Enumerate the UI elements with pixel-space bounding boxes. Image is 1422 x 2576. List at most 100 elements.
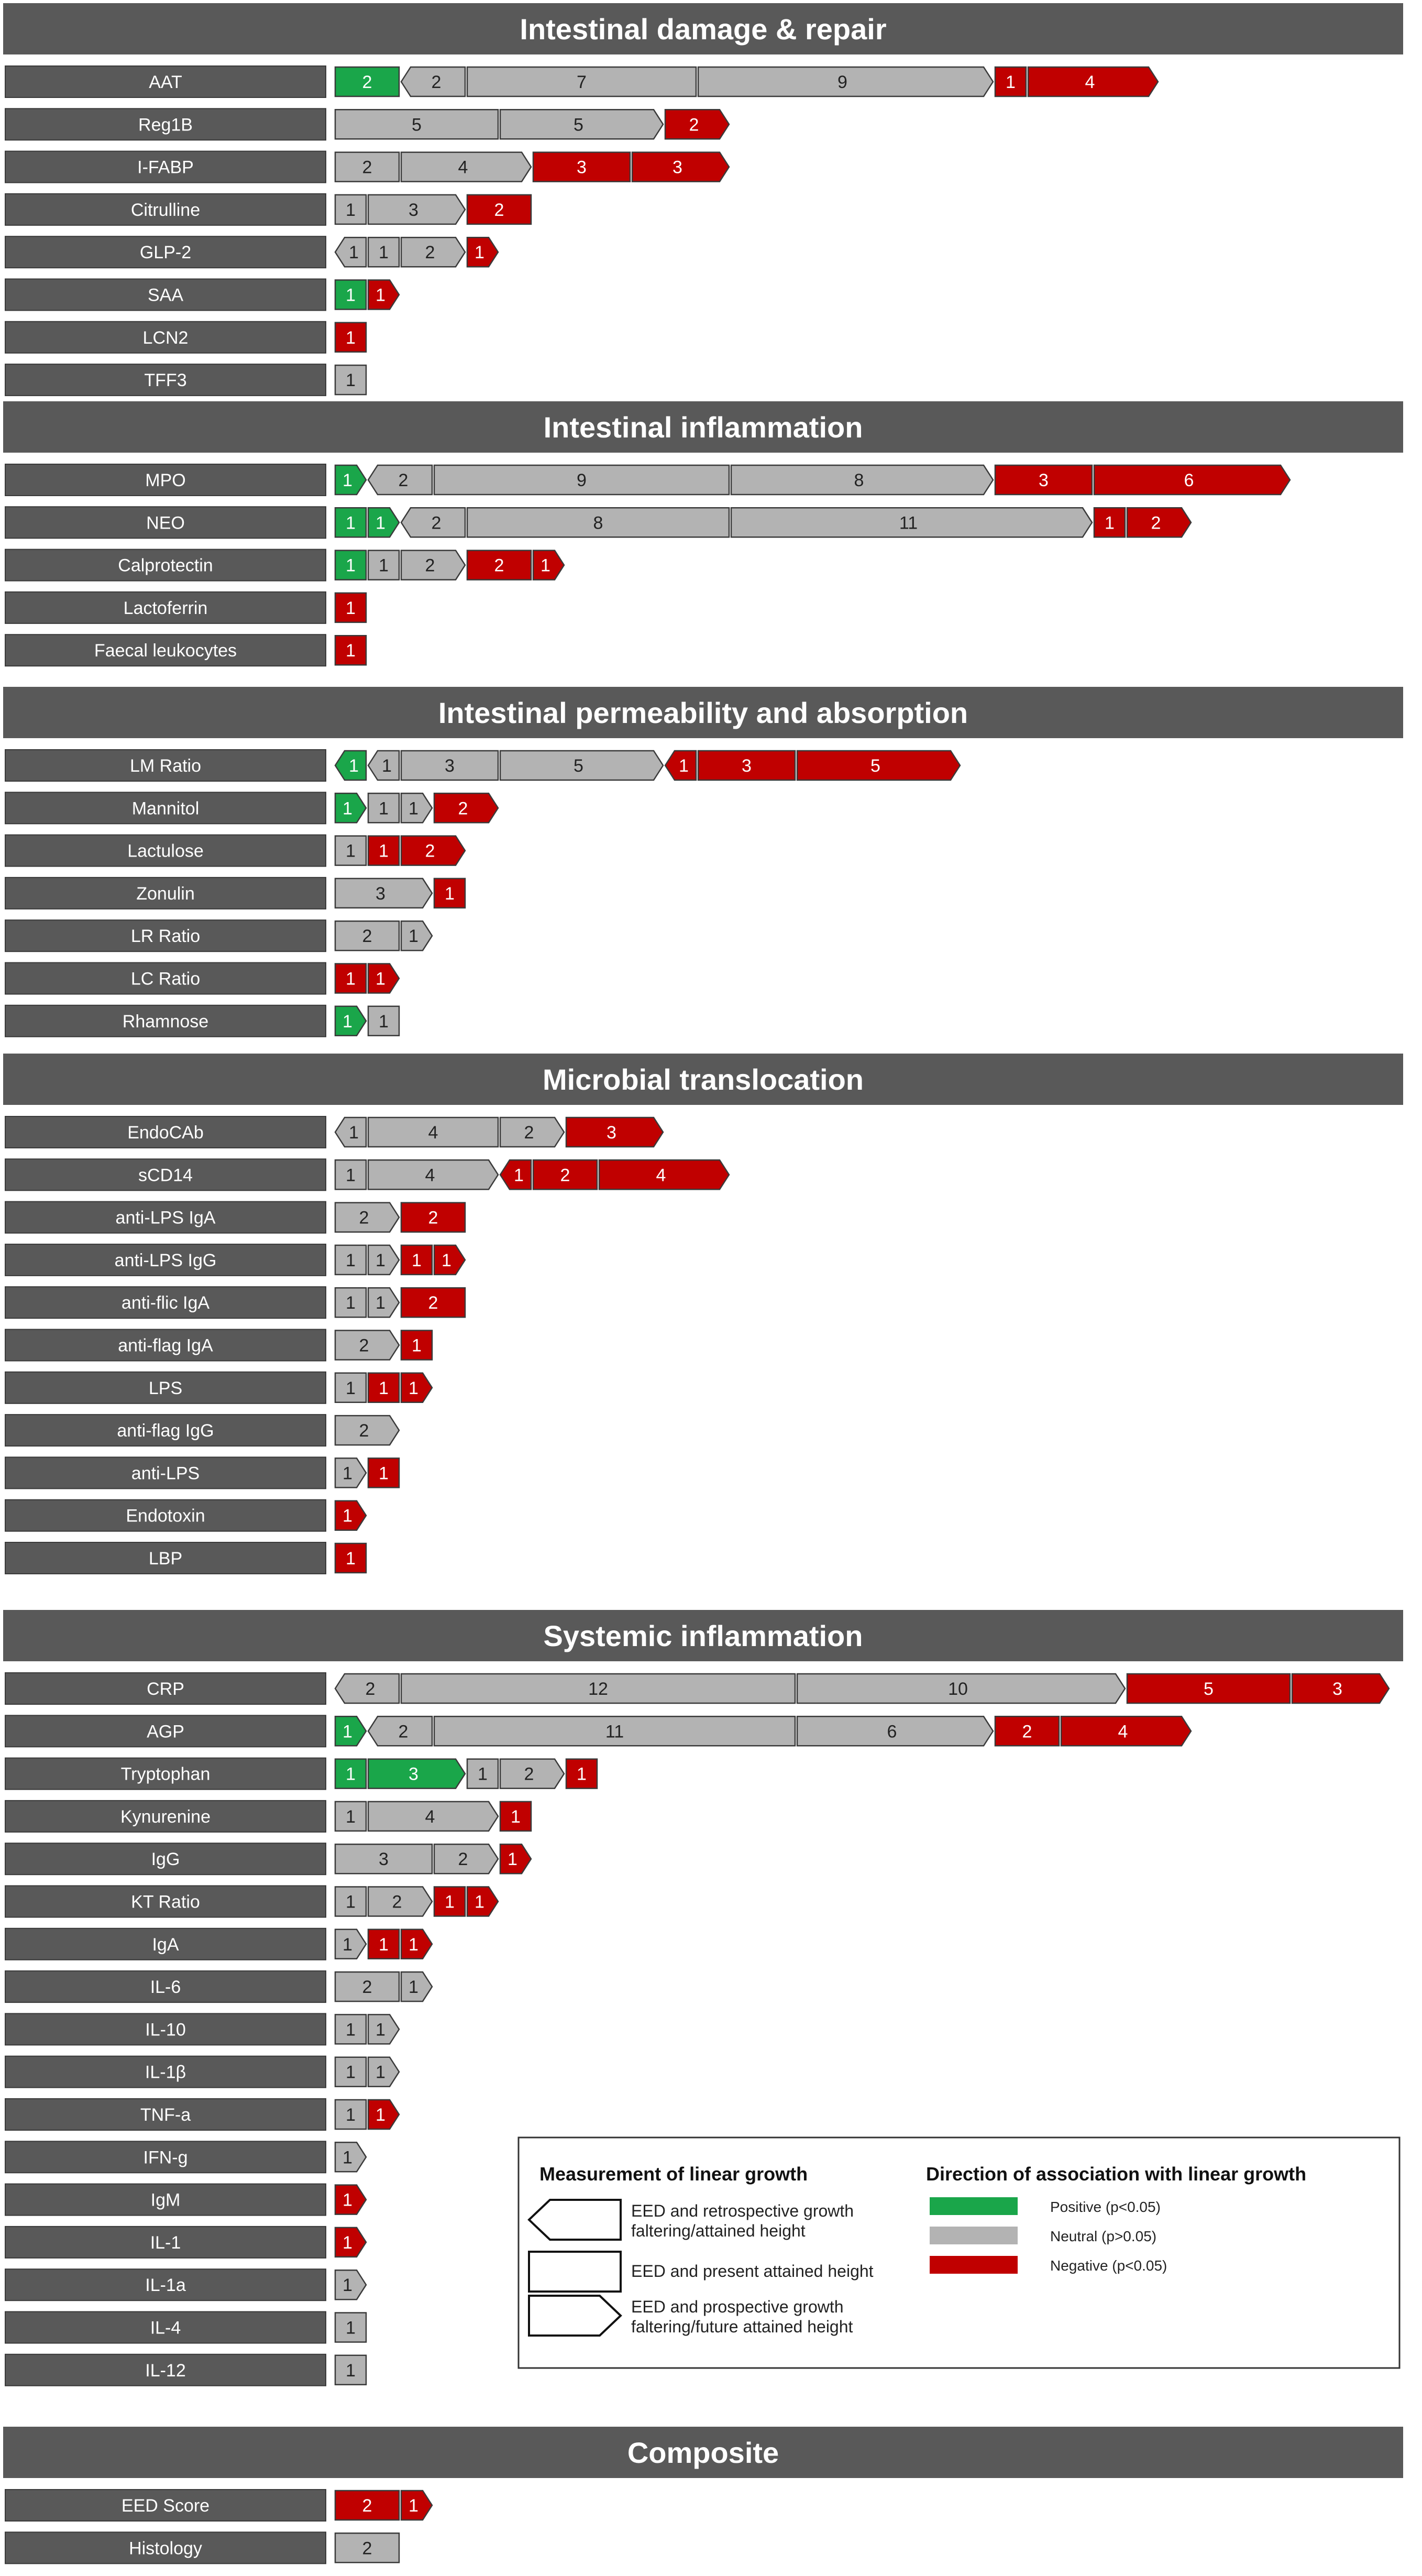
segment-neu-present bbox=[334, 2099, 367, 2130]
row-label: IgA bbox=[152, 1935, 179, 1955]
segment-value: 1 bbox=[445, 1892, 455, 1912]
row-lactoferrin: Lactoferrin 1 bbox=[5, 591, 367, 624]
segment-neu-present bbox=[466, 1758, 499, 1789]
row-label: IL-1 bbox=[150, 2233, 181, 2253]
segment-value: 1 bbox=[346, 598, 356, 618]
segment-value: 1 bbox=[346, 286, 356, 305]
row-label: LR Ratio bbox=[131, 926, 200, 946]
segment-neu-present bbox=[334, 1971, 400, 2002]
segment-value: 1 bbox=[379, 798, 389, 818]
row-calprotectin: Calprotectin 1 1 2 2 1 bbox=[5, 549, 565, 582]
segment-value: 2 bbox=[458, 1849, 468, 1869]
segment-neu-prospective bbox=[367, 1801, 499, 1832]
segment-neu-present bbox=[367, 1005, 400, 1037]
row-label-bg bbox=[5, 2141, 326, 2174]
segment-value: 2 bbox=[494, 200, 504, 220]
row-reg1b: Reg1B 5 5 2 bbox=[5, 108, 730, 141]
segment-value: 2 bbox=[362, 158, 372, 178]
segment-value: 1 bbox=[475, 1892, 484, 1912]
segment-neu-prospective bbox=[400, 920, 433, 951]
row-label-bg bbox=[5, 1499, 326, 1532]
segment-neu-present bbox=[334, 2533, 400, 2563]
segment-neu-prospective bbox=[367, 1244, 400, 1276]
segment-value: 1 bbox=[346, 1892, 356, 1912]
segment-value: 1 bbox=[1006, 72, 1016, 92]
segment-value: 9 bbox=[837, 72, 847, 92]
segment-value: 2 bbox=[366, 1679, 376, 1699]
segment-neu-prospective bbox=[400, 151, 532, 182]
segment-value: 1 bbox=[343, 1722, 352, 1741]
segment-pos-retrospective bbox=[334, 750, 367, 781]
segment-value: 3 bbox=[607, 1123, 616, 1143]
legend-box bbox=[517, 2136, 1401, 2369]
row-label-bg bbox=[5, 2013, 326, 2046]
segment-value: 2 bbox=[494, 556, 504, 576]
segment-neu-prospective bbox=[796, 1716, 994, 1747]
row-label: IgG bbox=[151, 1849, 180, 1869]
row-label: TFF3 bbox=[144, 370, 186, 390]
segment-value: 4 bbox=[425, 1807, 435, 1827]
segment-value: 4 bbox=[425, 1165, 435, 1185]
segment-neu-prospective bbox=[334, 2142, 367, 2173]
row-label-bg bbox=[5, 506, 326, 539]
row-kynurenine: Kynurenine 1 4 1 bbox=[5, 1800, 532, 1833]
segment-value: 2 bbox=[560, 1165, 570, 1185]
segment-value: 1 bbox=[346, 641, 356, 661]
segment-pos-prospective bbox=[334, 1716, 367, 1747]
segment-neg-prospective bbox=[796, 750, 961, 781]
segment-neu-present bbox=[334, 1843, 433, 1875]
segment-value: 1 bbox=[343, 1463, 352, 1483]
row-label-bg bbox=[5, 591, 326, 624]
segment-value: 2 bbox=[362, 2496, 372, 2516]
segment-value: 2 bbox=[362, 1977, 372, 1997]
segment-neu-prospective bbox=[400, 793, 433, 824]
segment-neg-prospective bbox=[1126, 507, 1192, 538]
row-label: IL-6 bbox=[150, 1977, 181, 1997]
segment-neg-present bbox=[994, 1716, 1060, 1747]
segment-value: 2 bbox=[359, 1336, 369, 1356]
segment-value: 1 bbox=[376, 2063, 385, 2082]
segment-value: 1 bbox=[511, 1807, 521, 1827]
segment-neg-prospective bbox=[367, 279, 400, 310]
segment-neu-prospective bbox=[730, 507, 1093, 538]
segment-value: 1 bbox=[346, 1549, 356, 1569]
segment-neg-present bbox=[466, 194, 532, 225]
segment-value: 1 bbox=[445, 884, 455, 904]
segment-value: 2 bbox=[425, 841, 435, 861]
legend-direction-label: Positive (p<0.05) bbox=[1050, 2199, 1161, 2215]
segment-value: 6 bbox=[1184, 470, 1194, 490]
segment-value: 1 bbox=[409, 1977, 418, 1997]
segment-neu-present bbox=[334, 1287, 367, 1318]
row-label: NEO bbox=[146, 513, 185, 533]
row-ifn-g: IFN-g 1 bbox=[5, 2141, 367, 2174]
segment-neu-prospective bbox=[400, 1971, 433, 2002]
row-iga: IgA 1 1 1 bbox=[5, 1927, 433, 1960]
segment-value: 1 bbox=[343, 1012, 352, 1032]
row-label: Histology bbox=[129, 2538, 202, 2558]
segment-value: 1 bbox=[379, 1012, 389, 1032]
segment-neu-prospective bbox=[334, 1928, 367, 1960]
segment-neg-prospective bbox=[631, 151, 730, 182]
segment-value: 1 bbox=[409, 2496, 418, 2516]
legend-shape-rect bbox=[528, 2251, 622, 2293]
section-header-bg bbox=[3, 2427, 1403, 2478]
row-label: IL-1β bbox=[145, 2063, 186, 2082]
row-label-bg bbox=[5, 749, 326, 782]
segment-neu-retrospective bbox=[400, 66, 466, 97]
row-igg: IgG 3 2 1 bbox=[5, 1843, 532, 1876]
segment-neg-prospective bbox=[1027, 66, 1159, 97]
row-label: I-FABP bbox=[137, 158, 194, 178]
segment-value: 3 bbox=[376, 884, 385, 904]
segment-value: 1 bbox=[346, 841, 356, 861]
segment-value: 2 bbox=[425, 243, 435, 262]
row-lps: LPS 1 1 1 bbox=[5, 1371, 433, 1404]
segment-value: 1 bbox=[346, 1251, 356, 1270]
legend-shape-right bbox=[528, 2295, 622, 2337]
row-label-bg bbox=[5, 150, 326, 183]
segment-neu-present bbox=[367, 236, 400, 268]
row-lm-ratio: LM Ratio 1 1 3 5 1 3 5 bbox=[5, 749, 961, 782]
segment-value: 4 bbox=[428, 1123, 438, 1143]
segment-value: 1 bbox=[343, 798, 352, 818]
